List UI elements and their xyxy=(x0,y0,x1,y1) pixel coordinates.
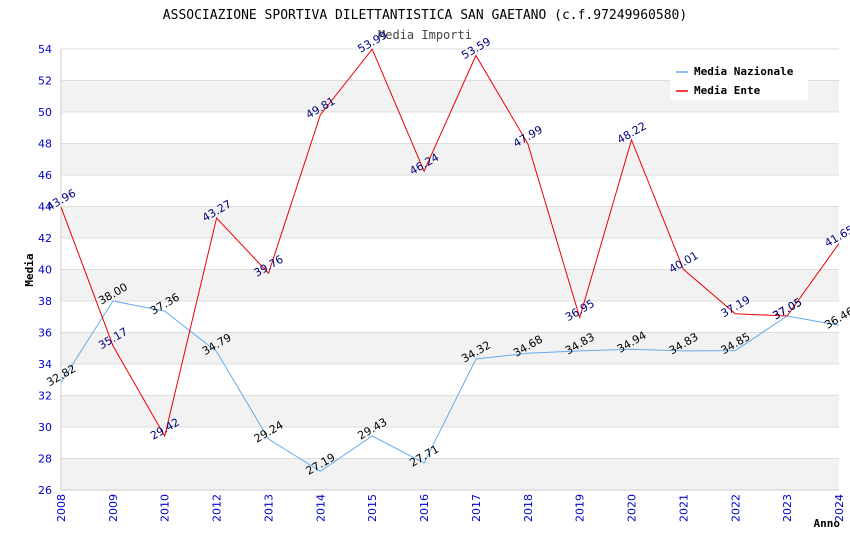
y-tick-label: 34 xyxy=(38,358,52,371)
series-line-ente xyxy=(60,48,840,438)
plot-background xyxy=(60,48,839,491)
x-tick-label: 2012 xyxy=(211,494,224,522)
grid-band xyxy=(61,206,839,238)
x-tick-label: 2019 xyxy=(574,494,587,522)
y-tick-label: 52 xyxy=(38,75,52,88)
chart-title: ASSOCIAZIONE SPORTIVA DILETTANTISTICA SA… xyxy=(163,8,687,23)
y-tick-label: 38 xyxy=(38,295,52,308)
x-tick-label: 2009 xyxy=(107,494,120,522)
x-tick-label: 2021 xyxy=(677,494,690,522)
y-axis: 26 28 30 32 34 36 38 40 42 44 46 48 50 52 54 xyxy=(38,43,52,497)
x-tick-label: 2016 xyxy=(418,494,431,522)
data-label: 48.22 xyxy=(615,119,649,146)
x-tick-label: 2017 xyxy=(470,494,483,522)
legend-box xyxy=(670,60,808,100)
y-tick-label: 28 xyxy=(38,453,52,466)
legend-label-ente: Media Ente xyxy=(694,84,761,97)
legend-label-nazionale: Media Nazionale xyxy=(694,65,794,78)
y-tick-label: 36 xyxy=(38,327,52,340)
y-tick-label: 54 xyxy=(38,43,52,56)
y-tick-label: 30 xyxy=(38,421,52,434)
x-tick-label: 2018 xyxy=(522,494,535,522)
grid-band xyxy=(61,143,839,175)
y-tick-label: 48 xyxy=(38,138,52,151)
x-tick-label: 2022 xyxy=(729,494,742,522)
x-axis: 2008 2009 2010 2012 2013 2014 2015 2016 2017 2018… xyxy=(55,494,846,522)
x-tick-label: 2015 xyxy=(366,494,379,522)
x-tick-label: 2020 xyxy=(626,494,639,522)
legend: Media Nazionale Media Ente xyxy=(670,60,808,100)
x-tick-label: 2014 xyxy=(314,494,327,522)
series-lines xyxy=(60,48,840,472)
x-tick-label: 2010 xyxy=(159,494,172,522)
x-tick-label: 2024 xyxy=(833,494,846,522)
y-tick-label: 40 xyxy=(38,264,52,277)
y-tick-label: 26 xyxy=(38,484,52,497)
data-label: 53.99 xyxy=(356,29,390,56)
y-tick-label: 50 xyxy=(38,106,52,119)
y-tick-label: 44 xyxy=(38,201,52,214)
grid-band xyxy=(61,332,839,364)
y-axis-label: Media xyxy=(23,253,36,286)
data-label: 36.46 xyxy=(822,305,850,332)
x-tick-label: 2013 xyxy=(262,494,275,522)
y-tick-label: 46 xyxy=(38,169,52,182)
y-tick-label: 32 xyxy=(38,390,52,403)
series-line-nazionale xyxy=(60,300,840,472)
grid-band xyxy=(61,458,839,490)
chart-subtitle: Media Importi xyxy=(378,28,472,42)
grid-band xyxy=(61,269,839,301)
x-tick-label: 2008 xyxy=(55,494,68,522)
x-axis-label: Anno xyxy=(814,517,841,530)
y-tick-label: 42 xyxy=(38,232,52,245)
x-tick-label: 2023 xyxy=(781,494,794,522)
